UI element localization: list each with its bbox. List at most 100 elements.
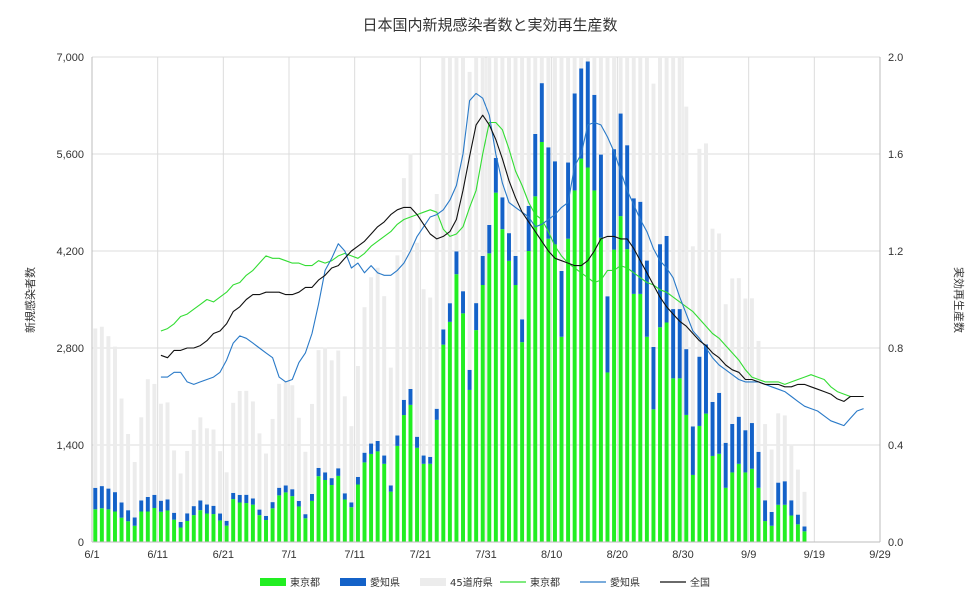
bar-aichi: [185, 513, 190, 521]
legend-aichi-line: 愛知県: [580, 576, 640, 589]
legend-label: 愛知県: [610, 576, 640, 589]
bar-tokyo: [736, 463, 741, 542]
bar-tokyo: [566, 238, 571, 542]
bar-tokyo: [447, 321, 452, 542]
bar-aichi: [612, 149, 617, 250]
bar-aichi: [421, 455, 426, 464]
bar-tokyo: [533, 196, 538, 543]
bar-tokyo: [191, 515, 196, 542]
bar-aichi: [152, 494, 157, 508]
bar-other: [671, 57, 676, 310]
bar-tokyo: [231, 499, 236, 542]
bar-aichi: [349, 502, 354, 508]
bar-other: [552, 57, 557, 162]
bar-other: [638, 57, 643, 202]
bar-other: [559, 57, 564, 271]
bar-tokyo: [454, 274, 459, 542]
bar-tokyo: [513, 285, 518, 542]
bar-tokyo: [329, 485, 334, 542]
legend-label: 45道府県: [450, 576, 493, 589]
bar-tokyo: [264, 520, 268, 542]
bar-aichi: [139, 500, 144, 512]
x-tick-label: 7/1: [281, 549, 296, 561]
bar-other: [264, 453, 268, 516]
bar-aichi: [690, 426, 695, 475]
bar-tokyo: [592, 190, 597, 543]
bar-aichi: [769, 511, 774, 526]
bar-other: [500, 57, 505, 198]
bar-tokyo: [401, 415, 406, 542]
bar-tokyo: [204, 513, 209, 542]
bar-aichi: [296, 500, 301, 507]
bar-aichi: [244, 494, 249, 504]
bar-aichi: [559, 270, 564, 337]
bar-other: [487, 57, 492, 225]
bar-other: [244, 390, 249, 495]
bar-other: [198, 417, 203, 501]
bar-other: [736, 278, 741, 417]
bar-other: [119, 398, 124, 503]
bar-aichi: [382, 455, 387, 464]
bar-other: [211, 429, 216, 506]
bar-tokyo: [355, 484, 360, 542]
bar-other: [756, 340, 761, 452]
bar-other: [145, 379, 150, 497]
chart-title: 日本国内新規感染者数と実効再生産数: [362, 16, 617, 34]
bar-other: [185, 450, 190, 514]
bar-aichi: [388, 485, 393, 492]
bar-tokyo: [198, 510, 203, 542]
bar-other: [539, 57, 544, 84]
bar-other: [717, 233, 722, 393]
bar-aichi: [704, 344, 708, 414]
y-right-tick-label: 1.6: [888, 149, 903, 161]
bar-other: [461, 57, 465, 292]
bar-other: [93, 328, 98, 488]
bar-tokyo: [119, 517, 124, 542]
bar-tokyo: [493, 192, 498, 542]
bar-aichi: [644, 260, 649, 337]
bar-tokyo: [802, 531, 807, 542]
bar-tokyo: [250, 504, 255, 542]
bar-tokyo: [520, 342, 525, 542]
bar-aichi: [342, 493, 347, 500]
bar-aichi: [277, 487, 282, 496]
bar-aichi: [500, 197, 505, 230]
bar-aichi: [178, 521, 183, 528]
bar-other: [566, 57, 571, 163]
bar-other: [763, 424, 768, 501]
bar-tokyo: [303, 518, 308, 542]
bar-tokyo: [152, 507, 157, 542]
bar-other: [329, 360, 334, 479]
bar-other: [224, 472, 229, 521]
bar-tokyo: [795, 524, 800, 542]
bar-other: [605, 57, 610, 297]
legend-national-line: 全国: [660, 576, 710, 589]
bar-other: [415, 242, 420, 437]
bar-aichi: [231, 492, 236, 500]
bar-tokyo: [585, 167, 590, 542]
bar-tokyo: [218, 520, 223, 542]
bar-other: [546, 57, 551, 148]
legend-swatch: [420, 578, 446, 586]
bar-tokyo: [139, 511, 144, 542]
bar-aichi: [198, 500, 203, 511]
bar-aichi: [585, 61, 590, 168]
bar-tokyo: [644, 336, 649, 542]
bar-other: [520, 57, 525, 320]
bar-aichi: [310, 493, 314, 501]
bar-tokyo: [690, 474, 695, 542]
bar-other: [99, 326, 104, 487]
bar-tokyo: [697, 425, 702, 542]
bar-aichi: [763, 500, 768, 522]
bar-other: [618, 57, 623, 114]
bar-other: [113, 346, 117, 493]
x-tick-label: 6/21: [213, 549, 234, 561]
bar-other: [382, 296, 387, 456]
bar-other: [388, 367, 393, 486]
bar-other: [677, 57, 682, 310]
bar-tokyo: [172, 519, 177, 542]
bar-tokyo: [362, 462, 367, 542]
bar-aichi: [237, 494, 242, 503]
bar-tokyo: [211, 514, 216, 542]
legend-tokyo-line: 東京都: [500, 576, 560, 589]
